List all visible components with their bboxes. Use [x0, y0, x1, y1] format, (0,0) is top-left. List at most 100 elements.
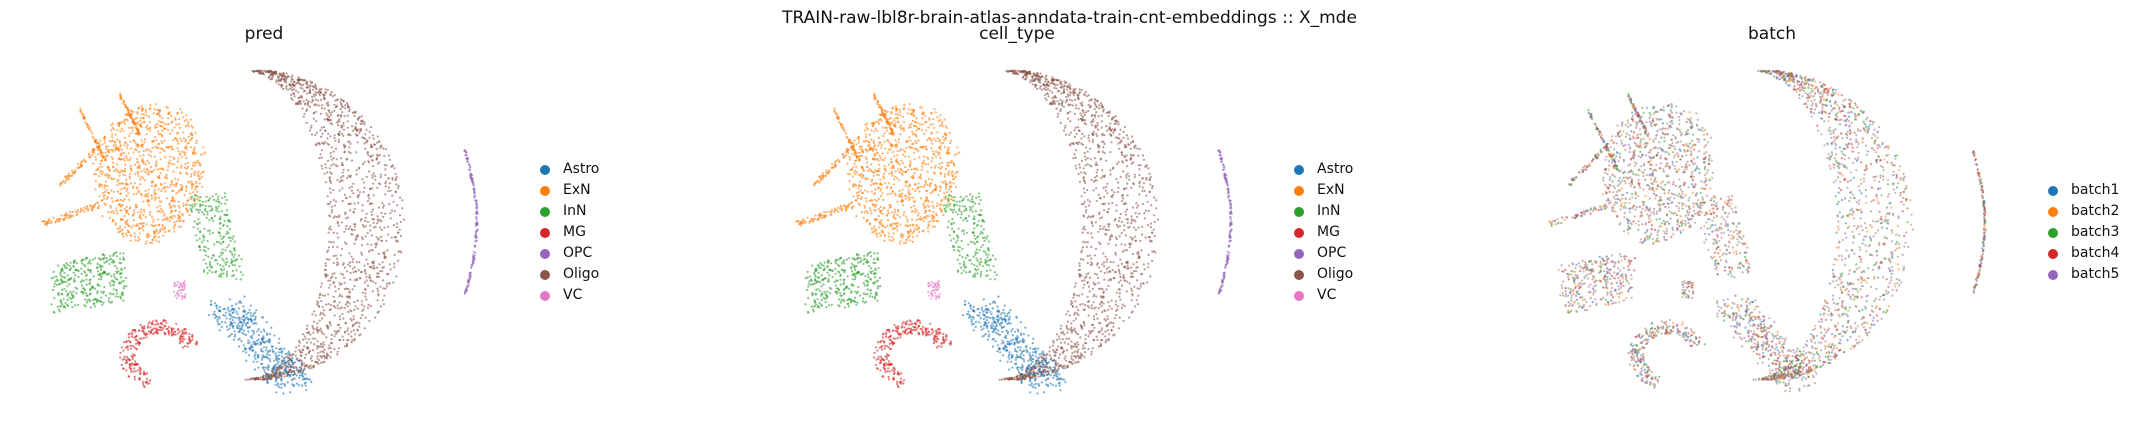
scatter-point: [168, 186, 171, 189]
scatter-point: [59, 279, 63, 282]
scatter-point: [157, 130, 160, 133]
scatter-point: [82, 114, 85, 117]
scatter-point: [162, 320, 165, 323]
scatter-point: [134, 132, 137, 135]
scatter-point: [163, 139, 166, 142]
scatter-point: [140, 175, 143, 178]
scatter-point: [146, 326, 149, 329]
scatter-point: [347, 150, 350, 153]
scatter-point: [214, 259, 217, 262]
scatter-point: [275, 347, 278, 350]
scatter-point: [336, 307, 339, 310]
scatter-point: [57, 308, 61, 311]
scatter-point: [207, 205, 210, 208]
scatter-point: [185, 145, 188, 148]
scatter-point: [1056, 83, 1059, 86]
scatter-point: [395, 176, 398, 179]
scatter-point: [174, 284, 177, 287]
scatter-point: [169, 132, 172, 135]
scatter-point: [80, 272, 83, 275]
scatter-point: [129, 368, 132, 371]
scatter-point: [282, 365, 285, 368]
scatter-point: [176, 332, 180, 335]
scatter-point: [382, 206, 385, 209]
scatter-point: [1093, 272, 1096, 275]
scatter-point: [380, 144, 383, 147]
scatter-point: [180, 288, 183, 292]
scatter-point: [354, 333, 357, 336]
scatter-point: [224, 249, 227, 252]
scatter-point: [97, 273, 100, 276]
scatter-point: [99, 278, 103, 281]
scatter-point: [295, 368, 298, 372]
scatter-point: [1029, 79, 1032, 82]
scatter-point: [275, 79, 278, 82]
scatter-point: [369, 229, 372, 232]
scatter-point: [468, 271, 471, 275]
scatter-point: [181, 346, 185, 349]
scatter-point: [138, 366, 141, 369]
scatter-point: [208, 269, 211, 272]
scatter-point: [1092, 301, 1095, 304]
scatter-point: [247, 330, 250, 333]
scatter-point: [1124, 243, 1127, 246]
scatter-point: [262, 72, 265, 75]
scatter-point: [392, 281, 395, 284]
scatter-point: [157, 218, 160, 221]
scatter-point: [245, 351, 248, 354]
scatter-point: [328, 187, 331, 190]
scatter-point: [293, 361, 296, 364]
scatter-point: [1062, 105, 1065, 108]
scatter-point: [265, 340, 268, 343]
scatter-point: [179, 225, 182, 228]
scatter-point: [337, 224, 340, 227]
scatter-point: [324, 166, 327, 169]
scatter-point: [168, 202, 171, 205]
scatter-point: [371, 154, 374, 157]
scatter-point: [98, 204, 101, 208]
scatter-point: [334, 200, 338, 203]
scatter-point: [327, 143, 331, 146]
scatter-point: [193, 204, 196, 208]
scatter-point: [358, 325, 361, 328]
scatter-point: [265, 366, 268, 369]
scatter-point: [104, 159, 107, 162]
scatter-point: [60, 214, 63, 217]
scatter-point: [204, 246, 208, 249]
scatter-point: [474, 234, 477, 237]
scatter-point: [278, 368, 281, 371]
scatter-point: [308, 367, 311, 370]
scatter-point: [282, 72, 285, 75]
scatter-point: [1129, 147, 1132, 150]
scatter-point: [1101, 150, 1104, 153]
scatter-point: [350, 319, 353, 322]
scatter-point: [382, 287, 385, 290]
scatter-point: [185, 148, 188, 151]
scatter-point: [376, 186, 379, 189]
scatter-point: [355, 277, 358, 280]
scatter-point: [376, 275, 379, 278]
scatter-point: [1061, 330, 1064, 333]
scatter-point: [285, 81, 288, 84]
scatter-point: [367, 303, 370, 306]
scatter-point: [132, 213, 135, 216]
scatter-point: [381, 299, 384, 302]
scatter-point: [109, 284, 112, 287]
scatter-point: [290, 80, 293, 83]
scatter-point: [65, 290, 68, 293]
scatter-point: [326, 249, 330, 252]
scatter-point: [1135, 270, 1138, 273]
scatter-point: [123, 118, 126, 122]
scatter-point: [223, 213, 226, 216]
scatter-point: [73, 304, 77, 307]
scatter-point: [147, 236, 150, 239]
scatter-point: [353, 228, 356, 232]
scatter-point: [105, 148, 108, 151]
scatter-point: [83, 270, 86, 273]
scatter-point: [294, 366, 297, 369]
scatter-point: [371, 176, 374, 179]
scatter-point: [1103, 265, 1106, 268]
scatter-point: [187, 161, 190, 164]
scatter-point: [1130, 135, 1133, 138]
scatter-point: [132, 193, 135, 196]
